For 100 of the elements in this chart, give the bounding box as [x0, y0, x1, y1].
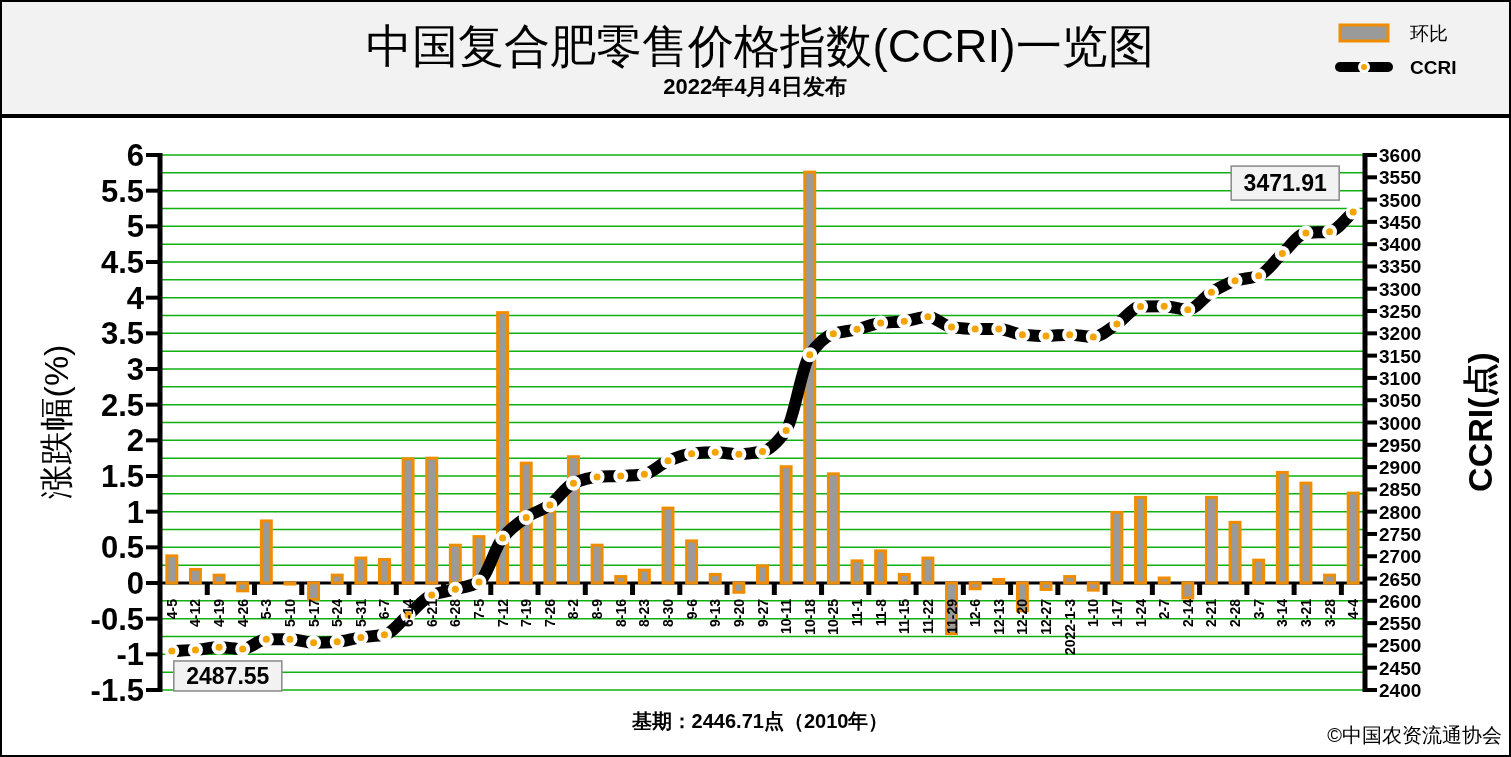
y2-tick-label: 3100 [1379, 367, 1422, 389]
y-tick-label: -1 [116, 637, 144, 673]
x-tick-label: 3-14 [1274, 598, 1291, 628]
y-tick-label: 6 [126, 138, 144, 173]
bar [614, 575, 628, 585]
bar [779, 465, 793, 585]
y2-tick-label: 3250 [1379, 301, 1422, 323]
y2-tick-label: 2500 [1379, 635, 1422, 657]
bar [496, 311, 510, 585]
x-tick-label: 2-7 [1156, 598, 1173, 620]
y2-tick-label: 2750 [1379, 523, 1422, 545]
x-tick-label: 3-28 [1321, 598, 1338, 628]
x-tick-label: 8-30 [659, 598, 676, 628]
x-tick-label: 3-7 [1250, 598, 1267, 620]
y2-tick-label: 2950 [1379, 434, 1422, 456]
x-tick-label: 9-27 [754, 598, 771, 628]
bar [1346, 491, 1360, 585]
y-tick-label: 1 [126, 494, 144, 530]
legend-label: CCRI [1410, 57, 1457, 78]
y-tick-label: 5.5 [100, 173, 144, 209]
x-tick-label: 2022-1-3 [1061, 598, 1078, 656]
x-tick-label: 5-3 [258, 598, 275, 620]
bar [425, 456, 439, 585]
chart-subtitle: 2022年4月4日发布 [663, 74, 847, 99]
y2-tick-label: 3050 [1379, 390, 1422, 412]
x-tick-label: 4-5 [163, 598, 180, 620]
x-tick-label: 4-12 [187, 598, 204, 628]
y2-tick-label: 3500 [1379, 189, 1422, 211]
x-tick-label: 10-18 [801, 598, 818, 635]
bar [897, 572, 911, 585]
bar [354, 556, 368, 585]
x-tick-label: 6-7 [376, 598, 393, 620]
x-tick-label: 5-10 [281, 598, 298, 628]
y-tick-label: 2 [126, 423, 144, 459]
bar [1157, 576, 1171, 585]
x-tick-label: 7-5 [470, 598, 487, 620]
y2-tick-label: 2900 [1379, 457, 1422, 479]
x-tick-label: 6-21 [423, 598, 440, 628]
y-tick-label: 3 [126, 352, 144, 387]
y2-tick-label: 3200 [1379, 323, 1422, 345]
y2-tick-label: 3400 [1379, 234, 1422, 256]
y-tick-label: 0 [126, 566, 144, 601]
x-tick-label: 9-6 [683, 598, 700, 620]
bar [1275, 470, 1289, 585]
y2-tick-label: 2600 [1379, 590, 1422, 612]
bar [1204, 495, 1218, 585]
x-tick-label: 4-19 [211, 598, 228, 628]
x-tick-label: 2-14 [1179, 598, 1196, 628]
x-tick-label: 5-31 [352, 598, 369, 628]
x-tick-label: 11-15 [896, 598, 913, 635]
x-tick-label: 7-19 [518, 598, 535, 628]
y-tick-label: 5 [126, 209, 144, 245]
y2-tick-label: 3300 [1379, 278, 1422, 300]
x-tick-label: 10-25 [825, 598, 842, 635]
y2-tick-label: 3350 [1379, 256, 1422, 278]
chart-title: 中国复合肥零售价格指数(CCRI)一览图 [366, 20, 1154, 72]
y2-tick-label: 2800 [1379, 501, 1422, 523]
x-tick-label: 6-28 [447, 598, 464, 628]
y2-tick-label: 3000 [1379, 412, 1422, 434]
y-tick-label: 4 [126, 280, 145, 316]
bar [1299, 481, 1313, 585]
x-tick-label: 12-13 [990, 598, 1007, 635]
y-tick-label: 0.5 [100, 530, 144, 566]
bar [188, 567, 202, 585]
y2-tick-label: 2400 [1379, 680, 1422, 701]
y2-tick-label: 2450 [1379, 657, 1422, 679]
y-tick-label: -1.5 [90, 673, 144, 708]
y2-tick-label: 2650 [1379, 568, 1422, 590]
x-tick-label: 12-6 [967, 598, 984, 628]
x-tick-label: 9-20 [730, 598, 747, 628]
x-tick-label: 3-21 [1297, 598, 1314, 628]
y-tick-label: 2.5 [100, 387, 144, 423]
x-tick-label: 12-20 [1014, 598, 1031, 635]
y-tick-label: -0.5 [90, 601, 144, 637]
bar [1134, 495, 1147, 585]
bar [708, 572, 722, 585]
x-tick-label: 12-27 [1038, 598, 1055, 635]
x-tick-label: 9-13 [707, 598, 724, 628]
bar [803, 170, 817, 585]
bar [259, 519, 273, 585]
bar [165, 554, 179, 585]
text: ©中国农资流通协会 [1327, 724, 1502, 746]
bar [1228, 520, 1242, 585]
bar [685, 539, 699, 585]
x-tick-label: 8-16 [612, 598, 629, 628]
y2-axis-title: CCRI(点) [1461, 352, 1499, 492]
x-tick-label: 1-24 [1132, 598, 1149, 628]
bar [330, 573, 344, 585]
bar [921, 556, 935, 585]
bar [1252, 558, 1266, 585]
bar [378, 557, 391, 585]
x-tick-label: 11-1 [849, 598, 866, 627]
x-tick-label: 11-22 [919, 598, 936, 635]
y2-tick-label: 3150 [1379, 345, 1422, 367]
bar [992, 577, 1006, 585]
y-tick-label: 4.5 [100, 245, 144, 280]
y2-tick-label: 3450 [1379, 211, 1422, 233]
y2-tick-label: 3550 [1379, 167, 1422, 189]
x-tick-label: 8-2 [565, 598, 582, 620]
x-tick-label: 5-24 [329, 598, 346, 628]
